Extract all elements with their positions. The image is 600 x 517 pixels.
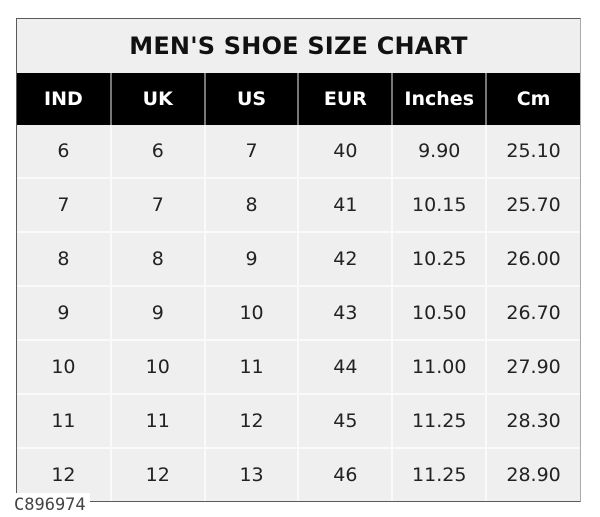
table-cell: 11.00 [391, 339, 487, 394]
column-header: Inches [391, 73, 487, 125]
table-cell: 11 [203, 339, 299, 394]
table-cell: 27.90 [485, 339, 580, 394]
table-cell: 46 [297, 447, 393, 501]
table-cell: 11 [17, 393, 111, 448]
table-row: 12 12 13 46 11.25 28.90 [17, 447, 580, 501]
table-cell: 26.00 [485, 231, 580, 286]
table-cell: 28.30 [485, 393, 580, 448]
table-cell: 40 [297, 125, 393, 178]
chart-title: MEN'S SHOE SIZE CHART [129, 32, 468, 60]
table-cell: 6 [57, 140, 70, 162]
table-cell: 11 [109, 393, 205, 448]
table-cell: 9 [109, 285, 205, 340]
table-cell: 43 [297, 285, 393, 340]
table-cell: 12 [203, 393, 299, 448]
column-header: US [203, 73, 299, 125]
table-cell: 7 [17, 177, 111, 232]
size-chart: MEN'S SHOE SIZE CHART IND UK US EUR Inches Cm… [16, 18, 581, 502]
table-cell: 42 [297, 231, 393, 286]
table-cell: 10.50 [391, 285, 487, 340]
product-code: C896974 [12, 493, 90, 517]
table-cell: 25.10 [485, 125, 580, 178]
column-header: EUR [297, 73, 393, 125]
header-row: IND UK US EUR Inches Cm [17, 73, 580, 125]
table-cell: 10.15 [391, 177, 487, 232]
table-row: 9 9 10 43 10.50 26.70 [17, 285, 580, 340]
table-cell: 7 [203, 125, 299, 178]
table-cell: 41 [297, 177, 393, 232]
table-cell: 45 [297, 393, 393, 448]
table-cell: 8 [17, 231, 111, 286]
table-cell: 10 [17, 339, 111, 394]
table-cell: 25.70 [485, 177, 580, 232]
table-row: 6 6 7 40 9.90 25.10 [17, 125, 580, 178]
table-cell: 28.90 [485, 447, 580, 501]
table-cell: 6 [109, 125, 205, 178]
column-header: UK [109, 73, 205, 125]
table-cell: 13 [203, 447, 299, 501]
column-header: Cm [485, 73, 580, 125]
table-cell: 10 [109, 339, 205, 394]
table-cell: 26.70 [485, 285, 580, 340]
table-cell: 7 [109, 177, 205, 232]
table-row: 8 8 9 42 10.25 26.00 [17, 231, 580, 286]
table-cell: 12 [17, 447, 111, 501]
table-cell: 11.25 [391, 447, 487, 501]
table-cell: 10.25 [391, 231, 487, 286]
size-table: IND UK US EUR Inches Cm 6 6 7 40 9.90 25.10 7 7 8 41 10… [17, 73, 580, 501]
table-cell: 8 [109, 231, 205, 286]
table-row: 10 10 11 44 11.00 27.90 [17, 339, 580, 394]
table-row: 7 7 8 41 10.15 25.70 [17, 177, 580, 232]
table-cell: 9 [17, 285, 111, 340]
table-cell: 12 [109, 447, 205, 501]
table-cell: 44 [297, 339, 393, 394]
column-header: IND [17, 73, 111, 125]
table-cell: 8 [203, 177, 299, 232]
table-cell: 9 [203, 231, 299, 286]
table-cell: 11.25 [391, 393, 487, 448]
table-cell: 10 [203, 285, 299, 340]
table-cell: 9.90 [391, 125, 487, 178]
table-row: 11 11 12 45 11.25 28.30 [17, 393, 580, 448]
